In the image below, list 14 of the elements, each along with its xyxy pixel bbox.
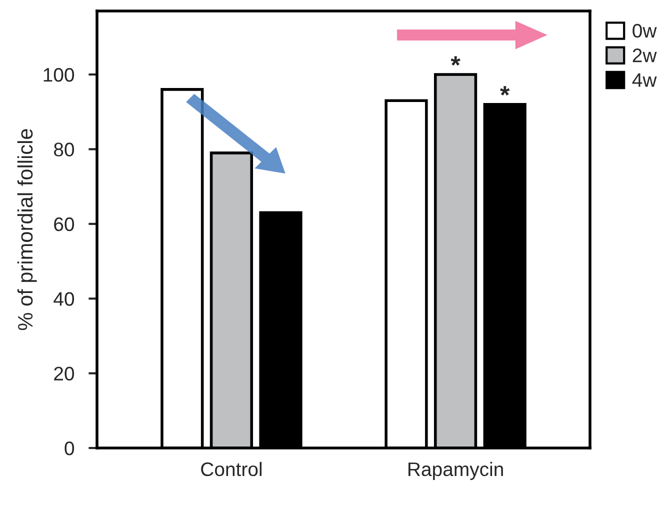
y-axis-title: % of primordial follicle — [17, 129, 37, 330]
y-tick-label: 0 — [64, 441, 74, 456]
y-tick-label: 100 — [44, 68, 74, 82]
y-tick-label: 20 — [54, 366, 74, 381]
legend-label: 4w — [632, 73, 657, 87]
legend-label: 2w — [632, 48, 657, 62]
x-tick-label: Control — [201, 462, 262, 476]
y-tick-label: 40 — [54, 292, 74, 306]
annotation: * — [500, 86, 510, 96]
y-tick-label: 60 — [54, 217, 74, 232]
annotation: * — [450, 56, 460, 66]
y-tick-label: 80 — [54, 142, 74, 156]
x-tick-label: Rapamycin — [408, 462, 503, 480]
legend-label: 0w — [632, 24, 657, 38]
